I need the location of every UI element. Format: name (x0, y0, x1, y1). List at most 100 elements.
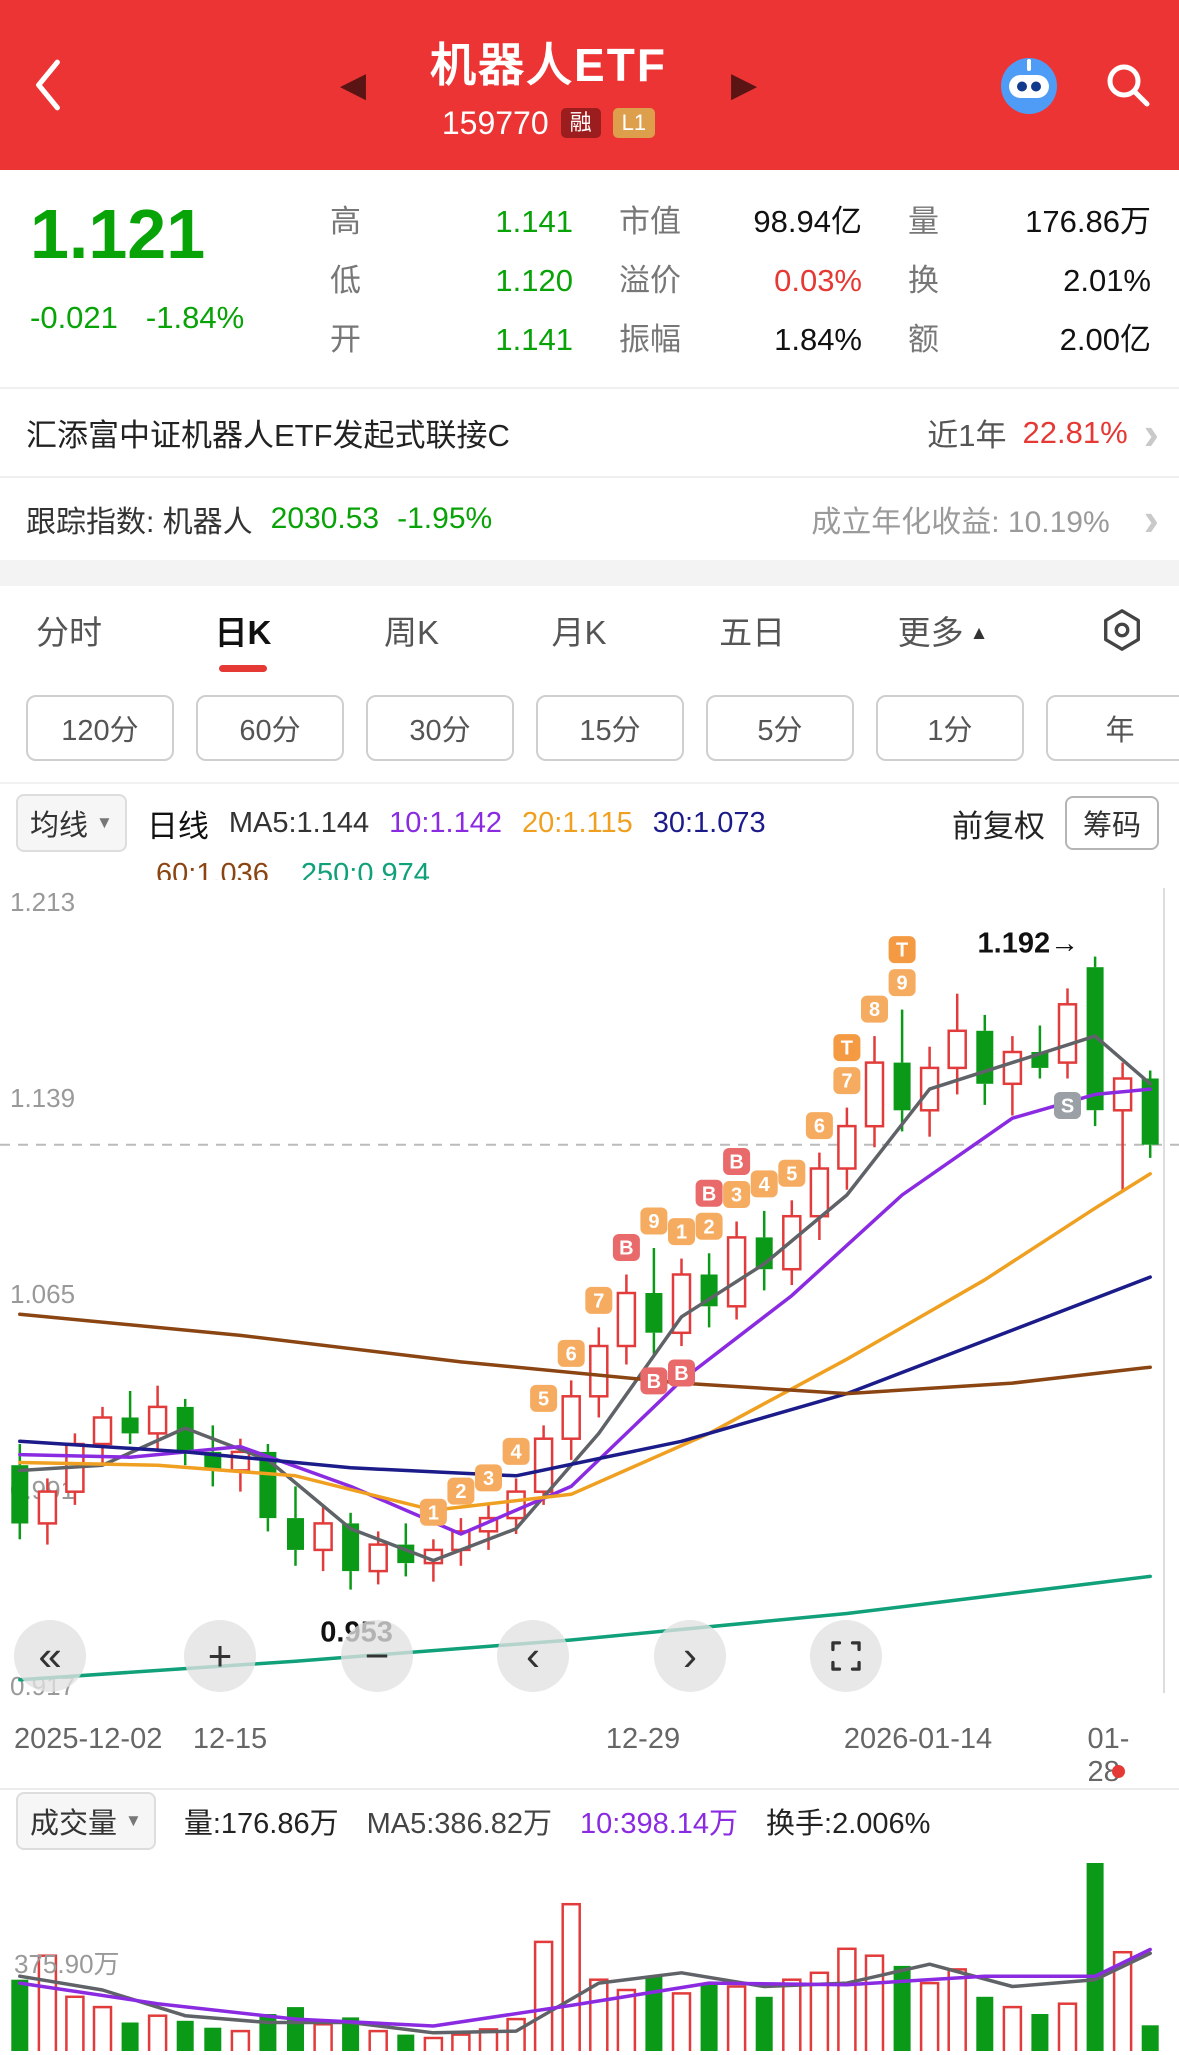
tab-weekly-k[interactable]: 周K (383, 614, 439, 651)
tab-five-day[interactable]: 五日 (719, 614, 786, 651)
amplitude-value: 1.84% (774, 322, 862, 357)
svg-text:B: B (674, 1363, 688, 1385)
tracked-index-row[interactable]: 跟踪指数: 机器人 2030.53 -1.95% 成立年化收益: 10.19% … (0, 478, 1179, 562)
pan-left-button[interactable]: ‹ (497, 1620, 569, 1692)
back-button[interactable] (26, 56, 100, 114)
svg-text:4: 4 (759, 1174, 771, 1196)
quote-col-volume: 量 176.86万 换 2.01% 额 2.00亿 (908, 192, 1151, 363)
collapse-left-button[interactable]: « (14, 1620, 86, 1692)
caret-up-icon: ▲ (969, 623, 989, 644)
volume-label: 量 (908, 204, 939, 239)
search-button[interactable] (1103, 60, 1153, 110)
pan-right-button[interactable]: › (654, 1620, 726, 1692)
volume-ma5: MA5:386.82万 (366, 1808, 552, 1840)
fullscreen-icon (831, 1641, 861, 1671)
line-type-label: 日线 (146, 808, 209, 844)
volume-section: 成交量 ▼ 量:176.86万 MA5:386.82万 10:398.14万 换… (0, 1788, 1179, 2051)
premium-value: 0.03% (774, 263, 862, 298)
tab-minute[interactable]: 分时 (36, 614, 102, 651)
index-value: 2030.53 (270, 502, 380, 535)
low-label: 低 (330, 263, 361, 298)
svg-text:5: 5 (538, 1388, 549, 1410)
svg-text:2: 2 (704, 1216, 715, 1238)
section-divider (0, 562, 1179, 586)
tab-monthly-k[interactable]: 月K (551, 614, 607, 651)
x-axis: 2025-12-02 12-15 12-29 2026-01-14 01-28 (0, 1701, 1179, 1788)
period-120min-button[interactable]: 120分 (26, 695, 174, 761)
x-tick: 2026-01-14 (843, 1723, 993, 1755)
x-tick: 01-28 (1087, 1723, 1130, 1788)
volume-dropdown-button[interactable]: 成交量 ▼ (16, 1792, 156, 1850)
ma20-legend: 20:1.115 (522, 806, 633, 839)
svg-text:B: B (702, 1183, 716, 1205)
header-title-group: ◀ 机器人ETF 159770 融 L1 ▶ (100, 29, 997, 142)
kline-chart[interactable]: 1.2131.1391.0650.9910.9171234567B9B1B2B3… (0, 880, 1179, 1701)
index-name: 跟踪指数: 机器人 (26, 506, 253, 539)
quote-col-hlo: 高 1.141 低 1.120 开 1.141 (330, 192, 573, 363)
chart-settings-button[interactable] (1099, 607, 1145, 653)
svg-text:2: 2 (455, 1481, 466, 1503)
x-tick: 12-15 (192, 1723, 268, 1755)
period-year-button[interactable]: 年 (1046, 695, 1179, 761)
fullscreen-button[interactable] (810, 1620, 882, 1692)
ma30-legend: 30:1.073 (652, 806, 766, 839)
volume-legend: 成交量 ▼ 量:176.86万 MA5:386.82万 10:398.14万 换… (0, 1790, 1179, 1852)
high-value: 1.141 (495, 204, 573, 239)
period-60min-button[interactable]: 60分 (196, 695, 344, 761)
period-30min-button[interactable]: 30分 (366, 695, 514, 761)
svg-text:1: 1 (428, 1502, 439, 1524)
price-change-percent: -1.84% (145, 299, 245, 335)
svg-text:1: 1 (676, 1222, 687, 1244)
stock-title-block: 机器人ETF 159770 融 L1 (430, 29, 667, 142)
price-change: -0.021 (30, 299, 118, 335)
volume-turnover: 换手:2.006% (766, 1808, 931, 1840)
zoom-in-button[interactable]: + (184, 1620, 256, 1692)
ai-assistant-button[interactable] (997, 53, 1061, 117)
svg-text:1.139: 1.139 (10, 1083, 75, 1113)
svg-text:9: 9 (648, 1211, 659, 1233)
svg-text:6: 6 (814, 1116, 825, 1138)
volume-axis-label: 375.90万 (14, 1949, 120, 1979)
volume-chart[interactable]: 375.90万 (0, 1852, 1179, 2051)
svg-text:1.192→: 1.192→ (978, 928, 1080, 960)
settings-hexagon-icon (1104, 609, 1140, 651)
volume-ma10: 10:398.14万 (580, 1808, 739, 1840)
prev-stock-button[interactable]: ◀ (339, 66, 367, 104)
tab-more[interactable]: 更多 ▲ (896, 598, 991, 662)
high-label: 高 (330, 204, 361, 239)
svg-text:B: B (647, 1371, 661, 1393)
svg-text:S: S (1061, 1096, 1074, 1118)
linked-fund-row[interactable]: 汇添富中证机器人ETF发起式联接C 近1年 22.81% › (0, 387, 1179, 478)
svg-text:B: B (729, 1152, 743, 1174)
period-5min-button[interactable]: 5分 (706, 695, 854, 761)
svg-text:6: 6 (566, 1343, 577, 1365)
zoom-out-button[interactable]: − (341, 1620, 413, 1692)
next-stock-button[interactable]: ▶ (730, 66, 758, 104)
margin-trading-badge: 融 (560, 108, 601, 138)
svg-text:9: 9 (897, 973, 908, 995)
fund-period-label: 近1年 (927, 418, 1007, 453)
amount-value: 2.00亿 (1059, 322, 1151, 357)
tab-daily-k[interactable]: 日K (213, 598, 274, 662)
caret-down-icon: ▼ (125, 1811, 142, 1830)
period-15min-button[interactable]: 15分 (536, 695, 684, 761)
chevron-right-icon: › (1143, 406, 1159, 459)
quote-col-cap: 市值 98.94亿 溢价 0.03% 振幅 1.84% (619, 192, 862, 363)
svg-text:5: 5 (786, 1163, 797, 1185)
open-label: 开 (330, 322, 361, 357)
adjust-mode-toggle[interactable]: 前复权 (951, 808, 1045, 844)
volume-canvas (11, 1863, 1159, 2051)
open-value: 1.141 (495, 322, 573, 357)
period-1min-button[interactable]: 1分 (876, 695, 1024, 761)
volume-dropdown-label: 成交量 (30, 1808, 118, 1840)
ma-legend: 均线 ▼ 日线 MA5:1.144 10:1.142 20:1.115 30:1… (0, 784, 1179, 890)
svg-text:1.065: 1.065 (10, 1279, 75, 1309)
chip-distribution-button[interactable]: 筹码 (1064, 796, 1159, 850)
app-header: ◀ 机器人ETF 159770 融 L1 ▶ (0, 0, 1179, 170)
ma-dropdown-button[interactable]: 均线 ▼ (16, 794, 127, 852)
fund-name: 汇添富中证机器人ETF发起式联接C (26, 418, 510, 453)
svg-text:8: 8 (869, 999, 880, 1021)
kline-canvas: 1.2131.1391.0650.9910.9171234567B9B1B2B3… (0, 887, 1179, 1701)
robot-icon (1001, 58, 1057, 114)
annualized-return: 成立年化收益: 10.19% (811, 506, 1110, 539)
